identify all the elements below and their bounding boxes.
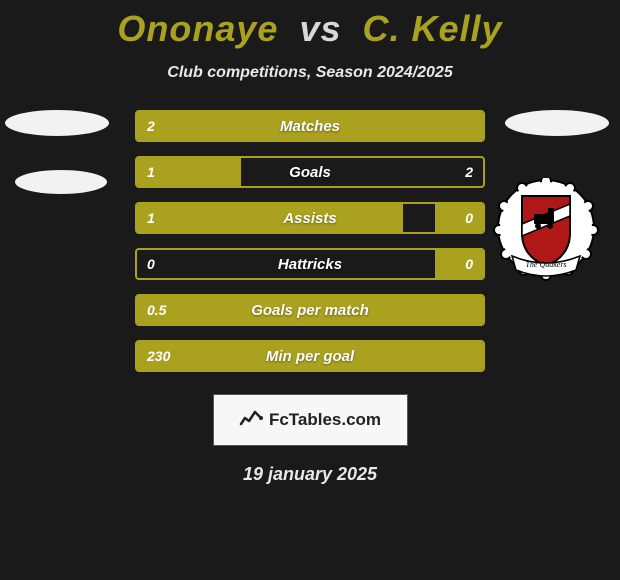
- bar-right-fill: [435, 250, 483, 278]
- vs-text: vs: [299, 8, 341, 49]
- player1-logo-bottom: [15, 170, 125, 280]
- bar-label: Min per goal: [266, 348, 354, 365]
- brand-icon: [239, 408, 263, 433]
- stats-bars: Matches 2 Goals 1 2 Assists 1 0 Hattricks 0 0 Goals…: [135, 110, 485, 372]
- player2-club-badge: The Quakers: [492, 178, 602, 288]
- bar-left-fill: [137, 204, 403, 232]
- bar-value-left: 1: [147, 210, 155, 226]
- stat-bar: Goals 1 2: [135, 156, 485, 188]
- bar-label: Goals per match: [251, 302, 369, 319]
- bar-value-left: 0.5: [147, 302, 166, 318]
- bar-right-fill: [435, 204, 483, 232]
- bar-value-left: 1: [147, 164, 155, 180]
- stat-bar: Hattricks 0 0: [135, 248, 485, 280]
- brand-footer: FcTables.com: [213, 394, 408, 446]
- bar-value-left: 230: [147, 348, 170, 364]
- stat-bar: Goals per match 0.5: [135, 294, 485, 326]
- player2-name: C. Kelly: [363, 8, 503, 49]
- stat-bar: Matches 2: [135, 110, 485, 142]
- stat-bar: Min per goal 230: [135, 340, 485, 372]
- bar-value-right: 0: [465, 210, 473, 226]
- player1-name: Ononaye: [117, 8, 278, 49]
- bar-value-left: 0: [147, 256, 155, 272]
- bar-value-right: 0: [465, 256, 473, 272]
- bar-label: Matches: [280, 118, 340, 135]
- bar-label: Assists: [283, 210, 336, 227]
- page-title: Ononaye vs C. Kelly: [117, 8, 502, 50]
- brand-text: FcTables.com: [269, 410, 381, 430]
- bar-label: Goals: [289, 164, 331, 181]
- bar-value-right: 2: [465, 164, 473, 180]
- date-text: 19 january 2025: [243, 464, 377, 485]
- bar-value-left: 2: [147, 118, 155, 134]
- stat-bar: Assists 1 0: [135, 202, 485, 234]
- badge-text: The Quakers: [525, 260, 566, 269]
- subtitle: Club competitions, Season 2024/2025: [167, 64, 452, 82]
- bar-label: Hattricks: [278, 256, 342, 273]
